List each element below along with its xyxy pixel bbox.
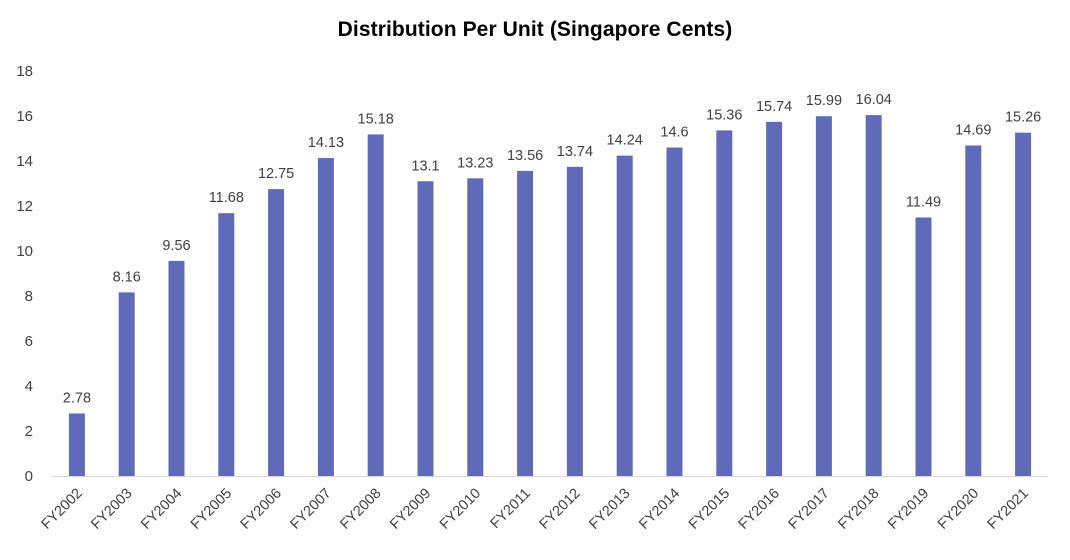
x-tick-label: FY2018 [835,486,882,533]
x-tick-label: FY2011 [487,486,533,532]
bar-fy2010 [467,178,484,476]
data-label: 15.36 [706,107,742,123]
x-tick-label: FY2003 [88,486,135,533]
x-tick-label: FY2016 [736,486,783,533]
data-label: 13.74 [557,144,593,160]
x-tick-label: FY2004 [138,486,185,533]
bar-fy2012 [566,166,583,476]
data-label: 14.13 [308,135,344,151]
bar-fy2015 [716,130,733,476]
y-tick-label: 4 [25,378,33,395]
bar-fy2004 [168,260,185,476]
bar-fy2005 [218,213,235,476]
x-tick-label: FY2005 [188,486,235,533]
x-tick-label: FY2006 [238,486,285,533]
bar-fy2020 [965,145,982,476]
bar-fy2011 [517,170,534,476]
y-tick-label: 2 [25,423,33,440]
x-tick-label: FY2017 [785,486,832,533]
category-labels: FY2002 FY2003 FY2004 FY2005 FY2006 FY2007 FY20… [38,486,1031,533]
chart-title: Distribution Per Unit (Singapore Cents) [337,18,733,41]
data-label: 13.1 [411,158,439,174]
bar-fy2019 [915,217,932,476]
data-label: 13.23 [457,155,493,171]
x-tick-label: FY2015 [686,486,733,533]
bar-fy2021 [1015,132,1032,476]
data-label: 11.49 [906,194,941,210]
x-tick-label: FY2013 [586,486,633,533]
y-tick-label: 8 [25,288,33,305]
bar-fy2008 [367,134,384,476]
x-tick-label: FY2020 [935,486,982,533]
x-tick-label: FY2010 [437,486,484,533]
data-label: 8.16 [113,269,141,285]
bar-fy2016 [766,121,783,476]
x-tick-label: FY2008 [337,486,384,533]
data-label: 13.56 [507,148,543,164]
data-label: 2.78 [63,390,91,406]
data-label: 14.69 [955,122,991,138]
x-tick-label: FY2009 [387,486,434,533]
data-label: 12.75 [258,166,294,182]
data-label: 9.56 [162,238,190,254]
bar-fy2009 [417,181,434,476]
y-tick-label: 0 [25,468,33,485]
bar-fy2014 [666,147,683,476]
x-tick-label: FY2019 [885,486,932,533]
x-tick-label: FY2002 [38,486,85,533]
bar-fy2013 [616,155,633,476]
data-label: 16.04 [856,92,892,108]
bar-fy2018 [865,115,882,476]
bar-fy2017 [815,116,832,476]
y-tick-label: 6 [25,333,33,350]
y-tick-label: 18 [16,63,33,80]
data-label: 15.26 [1005,110,1041,126]
bars [68,115,1032,476]
data-label: 15.99 [806,93,842,109]
y-tick-label: 12 [16,198,33,215]
data-label: 14.24 [607,133,643,149]
data-label: 15.18 [358,111,394,127]
data-label: 14.6 [660,125,688,141]
bar-fy2007 [317,158,334,476]
x-tick-label: FY2007 [287,486,334,533]
x-tick-label: FY2012 [536,486,583,533]
x-tick-label: FY2021 [985,486,1032,533]
data-labels: 2.78 8.16 9.56 11.68 12.75 14.13 15.18 13.1 13.2… [63,92,1041,406]
data-label: 15.74 [756,99,792,115]
y-tick-label: 14 [16,153,33,170]
bar-fy2003 [118,292,135,476]
y-axis: 0 2 4 6 8 10 12 14 16 18 [16,63,33,485]
y-tick-label: 10 [16,243,33,260]
bar-fy2006 [268,189,285,476]
bar-fy2002 [68,413,85,476]
y-tick-label: 16 [16,108,33,125]
data-label: 11.68 [209,190,244,206]
x-tick-label: FY2014 [636,486,683,533]
